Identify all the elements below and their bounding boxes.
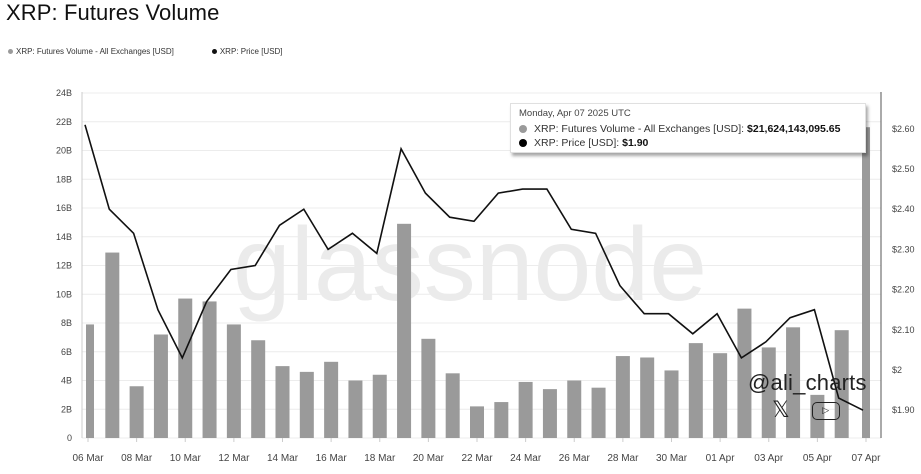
x-tick-label: 14 Mar (267, 453, 299, 464)
tooltip-value-price: $1.90 (622, 137, 649, 149)
volume-bar[interactable] (761, 347, 776, 438)
legend-item-volume[interactable]: XRP: Futures Volume - All Exchanges [USD… (8, 47, 174, 56)
legend-label-price: XRP: Price [USD] (219, 47, 283, 56)
legend-dot-price (211, 49, 217, 54)
x-tick-label: 18 Mar (364, 453, 396, 464)
x-tick-label: 05 Apr (803, 453, 833, 464)
y-tick-label: 20B (56, 146, 72, 156)
tooltip-dot-volume (519, 125, 527, 133)
legend-dot-volume (8, 49, 13, 54)
y-tick-label: 18B (56, 174, 72, 184)
hover-tooltip: Monday, Apr 07 2025 UTC XRP: Futures Vol… (510, 103, 866, 153)
tooltip-value-volume: $21,624,143,095.65 (747, 123, 841, 135)
volume-bar[interactable] (688, 343, 703, 438)
youtube-icon: ▷ (811, 401, 840, 420)
volume-bar[interactable] (275, 366, 290, 438)
volume-bar[interactable] (178, 298, 193, 438)
volume-bar[interactable] (737, 308, 752, 438)
legend-item-price[interactable]: XRP: Price [USD] (211, 47, 283, 56)
volume-bar[interactable] (324, 361, 339, 438)
volume-bar[interactable] (251, 340, 266, 438)
volume-bar[interactable] (713, 353, 728, 438)
legend: XRP: Futures Volume - All Exchanges [USD… (8, 47, 283, 56)
volume-bar[interactable] (129, 386, 144, 438)
y2-tick-label: $2.40 (892, 204, 915, 214)
y-tick-label: 0 (67, 433, 72, 443)
x-tick-label: 30 Mar (656, 453, 688, 464)
y2-tick-label: $1.90 (892, 405, 915, 415)
volume-bar[interactable] (542, 389, 557, 438)
y-tick-label: 8B (61, 318, 72, 328)
volume-bar[interactable] (153, 334, 168, 439)
x-tick-label: 20 Mar (413, 453, 445, 464)
y-tick-label: 24B (56, 88, 72, 98)
volume-bar[interactable] (591, 387, 606, 438)
volume-bar[interactable] (372, 374, 387, 438)
x-tick-label: 22 Mar (461, 453, 493, 464)
x-tick-label: 12 Mar (218, 453, 250, 464)
volume-bar[interactable] (397, 223, 412, 438)
volume-bar[interactable] (86, 324, 94, 438)
legend-label-volume: XRP: Futures Volume - All Exchanges [USD… (16, 47, 174, 56)
volume-bar[interactable] (640, 357, 655, 439)
right-y-axis: $1.90 $2 $2.10 $2.20 $2.30 $2.40 $2.50 $2.60 (892, 124, 915, 415)
tooltip-label-volume: XRP: Futures Volume - All Exchanges [USD… (534, 123, 748, 135)
x-axis: 06 Mar 08 Mar 10 Mar 12 Mar 14 Mar 16 Mar 18 M… (72, 438, 881, 464)
y-tick-label: 4B (61, 376, 72, 386)
y2-tick-label: $2.10 (892, 325, 915, 335)
author-handle: @ali_charts (748, 370, 867, 395)
x-tick-label: 01 Apr (706, 453, 736, 464)
y-tick-label: 16B (56, 203, 72, 213)
tooltip-row-volume: XRP: Futures Volume - All Exchanges [USD… (519, 122, 857, 136)
x-tick-label: 07 Apr (852, 453, 882, 464)
y2-tick-label: $2.30 (892, 244, 915, 254)
volume-bar[interactable] (348, 380, 363, 439)
volume-bar[interactable] (567, 380, 582, 439)
volume-bar[interactable] (615, 356, 630, 438)
volume-bar[interactable] (518, 381, 533, 438)
volume-bar[interactable] (834, 330, 849, 438)
y2-tick-label: $2.50 (892, 164, 915, 174)
volume-bar[interactable] (494, 402, 509, 438)
volume-bar[interactable] (862, 127, 870, 439)
tooltip-date: Monday, Apr 07 2025 UTC (519, 108, 631, 119)
y2-tick-label: $2 (892, 365, 902, 375)
x-tick-label: 28 Mar (607, 453, 639, 464)
volume-bar[interactable] (470, 406, 484, 438)
x-logo-icon: 𝕏 (772, 398, 790, 423)
volume-bar[interactable] (105, 252, 120, 438)
social-icons: 𝕏 ▷ (772, 398, 840, 423)
left-y-axis: 0 2B 4B 6B 8B 10B 12B 14B 16B 18B 20B 22B 24B (56, 88, 72, 443)
volume-bar[interactable] (299, 371, 314, 438)
y-tick-label: 2B (61, 404, 72, 414)
y-tick-label: 22B (56, 117, 72, 127)
y-tick-label: 6B (61, 347, 72, 357)
volume-bar[interactable] (445, 373, 460, 438)
x-tick-label: 10 Mar (170, 453, 202, 464)
y-tick-label: 14B (56, 232, 72, 242)
x-tick-label: 16 Mar (316, 453, 348, 464)
watermark: glassnode (233, 207, 707, 323)
x-tick-label: 08 Mar (121, 453, 153, 464)
volume-bar[interactable] (421, 338, 436, 438)
price-line (84, 124, 864, 411)
y2-tick-label: $2.20 (892, 285, 915, 295)
y-tick-label: 12B (56, 261, 72, 271)
chart-title: XRP: Futures Volume (6, 0, 220, 25)
volume-bars (86, 127, 870, 439)
y2-tick-label: $2.60 (892, 124, 915, 134)
y-tick-label: 10B (56, 289, 72, 299)
x-tick-label: 03 Apr (754, 453, 784, 464)
volume-bar[interactable] (786, 327, 801, 438)
x-tick-label: 24 Mar (510, 453, 542, 464)
tooltip-dot-price (519, 139, 527, 147)
tooltip-row-price: XRP: Price [USD]: $1.90 (519, 136, 857, 150)
volume-bar[interactable] (226, 324, 241, 438)
x-tick-label: 06 Mar (72, 453, 104, 464)
x-tick-label: 26 Mar (559, 453, 591, 464)
volume-bar[interactable] (664, 370, 679, 438)
volume-bar[interactable] (202, 301, 217, 438)
tooltip-label-price: XRP: Price [USD]: (534, 137, 623, 149)
